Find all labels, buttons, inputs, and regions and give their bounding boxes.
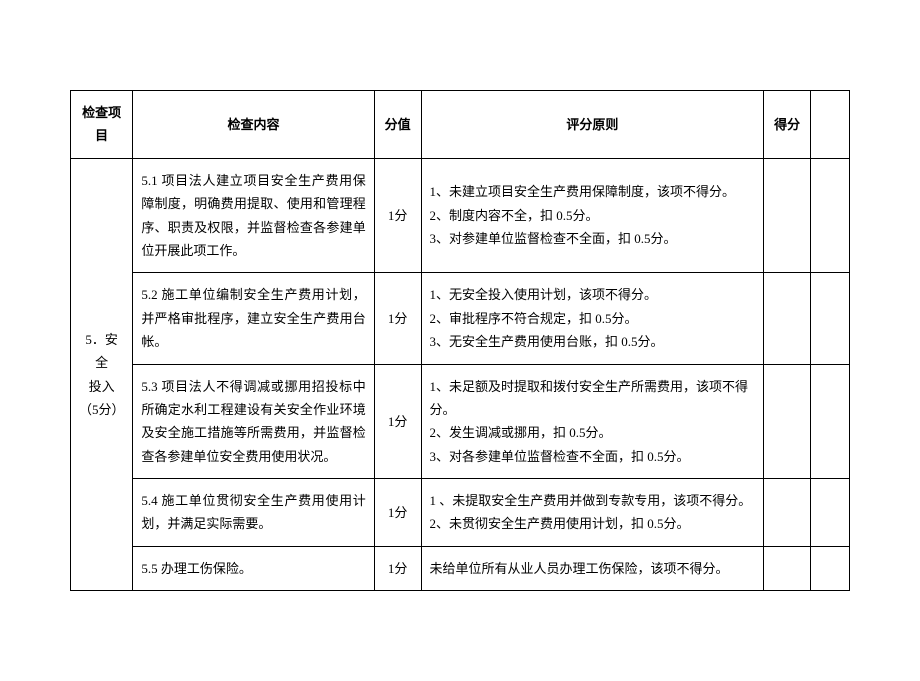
header-extra	[811, 91, 850, 159]
extra-cell	[811, 273, 850, 364]
score-cell: 1分	[374, 364, 421, 479]
table-row: 5.5 办理工伤保险。 1分 未给单位所有从业人员办理工伤保险，该项不得分。	[71, 546, 850, 590]
score-cell: 1分	[374, 273, 421, 364]
get-cell	[764, 479, 811, 547]
score-cell: 1分	[374, 479, 421, 547]
header-score: 分值	[374, 91, 421, 159]
extra-cell	[811, 158, 850, 273]
table-row: 5.3 项目法人不得调减或挪用招投标中所确定水利工程建设有关安全作业环境及安全施…	[71, 364, 850, 479]
extra-cell	[811, 479, 850, 547]
table-header-row: 检查项目 检查内容 分值 评分原则 得分	[71, 91, 850, 159]
inspection-table: 检查项目 检查内容 分值 评分原则 得分 5．安全 投入 （5分） 5.1 项目…	[70, 90, 850, 591]
content-cell: 5.5 办理工伤保险。	[133, 546, 374, 590]
principle-cell: 1、未建立项目安全生产费用保障制度，该项不得分。 2、制度内容不全，扣 0.5分…	[421, 158, 764, 273]
content-cell: 5.4 施工单位贯彻安全生产费用使用计划，并满足实际需要。	[133, 479, 374, 547]
header-item: 检查项目	[71, 91, 133, 159]
category-cell: 5．安全 投入 （5分）	[71, 158, 133, 590]
content-cell: 5.2 施工单位编制安全生产费用计划，并严格审批程序，建立安全生产费用台帐。	[133, 273, 374, 364]
get-cell	[764, 273, 811, 364]
table-row: 5．安全 投入 （5分） 5.1 项目法人建立项目安全生产费用保障制度，明确费用…	[71, 158, 850, 273]
principle-cell: 1、未足额及时提取和拨付安全生产所需费用，该项不得分。 2、发生调减或挪用，扣 …	[421, 364, 764, 479]
header-principle: 评分原则	[421, 91, 764, 159]
header-get: 得分	[764, 91, 811, 159]
extra-cell	[811, 546, 850, 590]
header-content: 检查内容	[133, 91, 374, 159]
content-cell: 5.1 项目法人建立项目安全生产费用保障制度，明确费用提取、使用和管理程序、职责…	[133, 158, 374, 273]
table-row: 5.4 施工单位贯彻安全生产费用使用计划，并满足实际需要。 1分 1 、未提取安…	[71, 479, 850, 547]
extra-cell	[811, 364, 850, 479]
table-row: 5.2 施工单位编制安全生产费用计划，并严格审批程序，建立安全生产费用台帐。 1…	[71, 273, 850, 364]
get-cell	[764, 158, 811, 273]
content-cell: 5.3 项目法人不得调减或挪用招投标中所确定水利工程建设有关安全作业环境及安全施…	[133, 364, 374, 479]
principle-cell: 未给单位所有从业人员办理工伤保险，该项不得分。	[421, 546, 764, 590]
score-cell: 1分	[374, 158, 421, 273]
principle-cell: 1 、未提取安全生产费用并做到专款专用，该项不得分。 2、未贯彻安全生产费用使用…	[421, 479, 764, 547]
get-cell	[764, 546, 811, 590]
get-cell	[764, 364, 811, 479]
score-cell: 1分	[374, 546, 421, 590]
principle-cell: 1、无安全投入使用计划，该项不得分。 2、审批程序不符合规定，扣 0.5分。 3…	[421, 273, 764, 364]
